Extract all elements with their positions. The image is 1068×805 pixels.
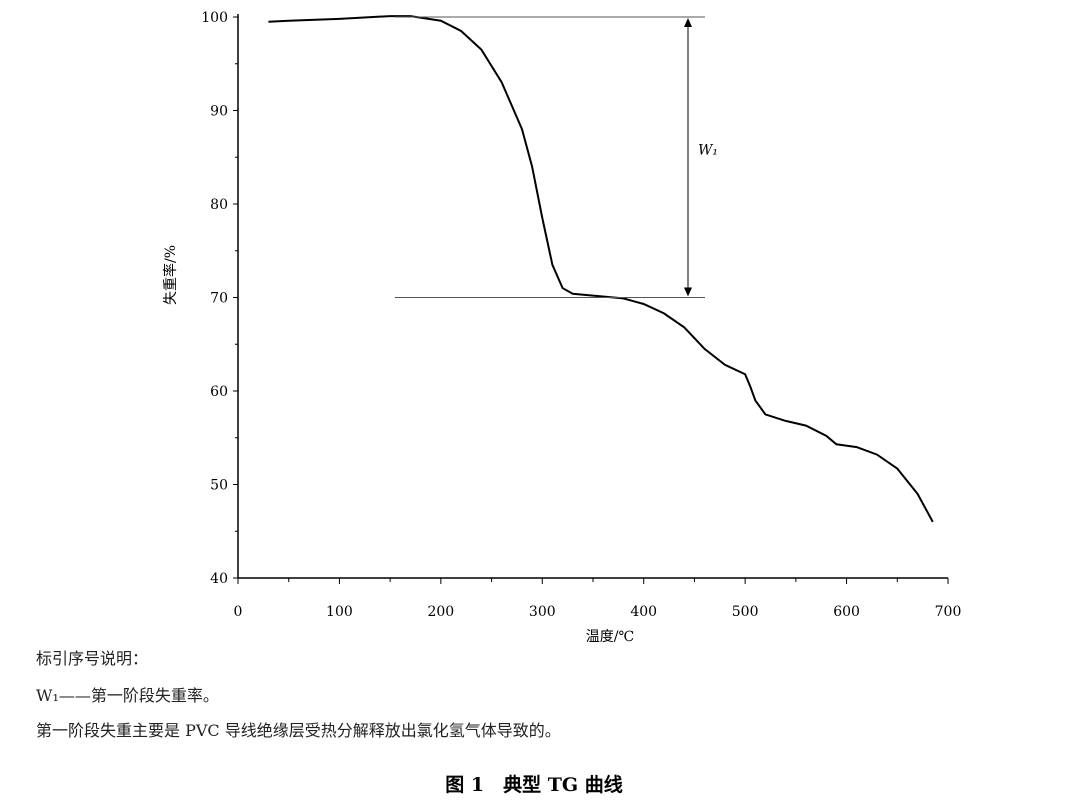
notes-heading: 标引序号说明： (36, 649, 149, 668)
tg-curve (268, 15, 934, 523)
y-tick-label: 50 (210, 478, 228, 494)
x-tick-label: 100 (326, 604, 353, 620)
x-tick-label: 500 (732, 604, 759, 620)
arrow-head (684, 18, 692, 27)
y-tick-label: 40 (210, 571, 228, 587)
arrow-head (684, 287, 692, 297)
x-tick-label: 700 (935, 604, 962, 620)
y-tick-label: 60 (210, 384, 228, 400)
caption: 图 1 典型 TG 曲线 (445, 774, 623, 796)
annotation-label: W₁ (698, 142, 718, 158)
y-tick-label: 90 (210, 104, 228, 120)
chart: 失重率/% 温度/℃ 40 50 60 70 80 90 100 0 100 200 300 400 5… (162, 10, 962, 645)
notes-item: W₁——第一阶段失重率。 (36, 686, 219, 705)
notes-text: 第一阶段失重主要是 PVC 导线绝缘层受热分解释放出氯化氢气体导致的。 (36, 721, 561, 740)
x-tick-label: 0 (234, 604, 243, 620)
y-tick-label: 70 (210, 291, 228, 307)
x-tick-label: 400 (630, 604, 657, 620)
x-tick-label: 300 (529, 604, 556, 620)
x-axis-label: 温度/℃ (586, 629, 634, 645)
y-tick-label: 100 (201, 10, 228, 26)
x-tick-label: 600 (833, 604, 860, 620)
y-axis-label: 失重率/% (162, 245, 179, 305)
x-tick-label: 200 (427, 604, 454, 620)
y-tick-label: 80 (210, 197, 228, 213)
